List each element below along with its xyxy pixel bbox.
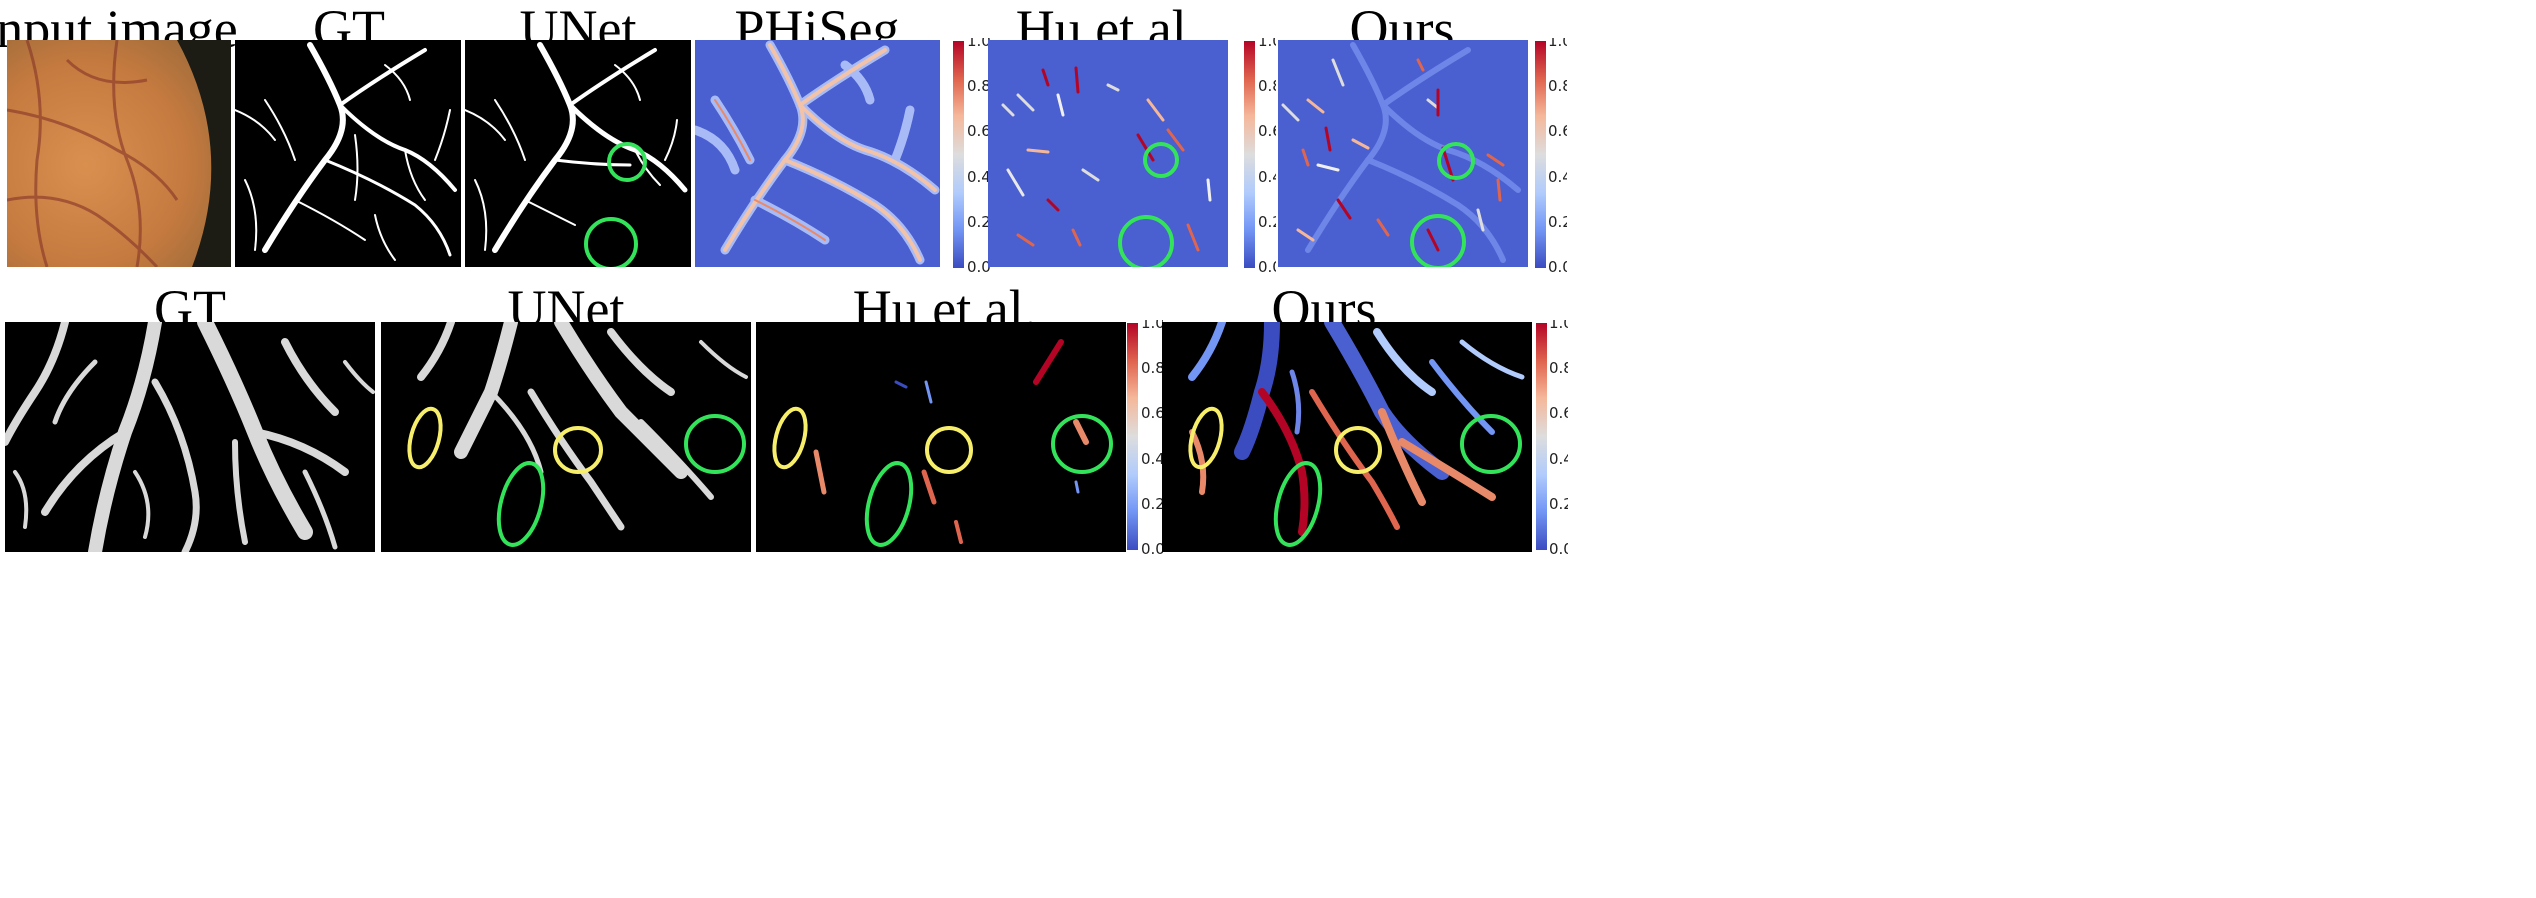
ours-error-map [1278,40,1528,267]
colorbar-tick: 0.4 [1548,168,1567,186]
colorbar-tick: 1.0 [1548,38,1567,50]
yellow-annotation-ellipse [1188,406,1224,470]
phiseg-uncertainty-map [695,40,940,267]
yellow-annotation-ellipse [772,406,808,470]
colorbar-tick: 0.4 [1141,450,1163,468]
colorbar-tick: 0.4 [967,168,991,186]
green-annotation-circle [607,142,647,182]
yellow-annotation-ellipse [407,406,443,470]
green-annotation-circle [1410,214,1466,267]
colorbar-tick: 0.8 [1549,359,1568,377]
yellow-annotation-ellipse [1334,426,1382,474]
colorbar-tick: 0.6 [1258,122,1276,140]
colorbar-hu-bottom: 1.0 0.8 0.6 0.4 0.2 0.0 [1119,314,1165,558]
green-annotation-circle [1437,142,1475,180]
gt-vessel-mask [235,40,461,267]
gt-airway-render [5,322,375,552]
colorbar-ours-top: 1.0 0.8 0.6 0.4 0.2 0.0 [1527,32,1572,276]
colorbar-tick: 1.0 [1141,320,1163,332]
colorbar-tick: 0.2 [1549,495,1568,513]
colorbar-tick: 0.4 [1258,168,1276,186]
unet-airway-render [381,322,751,552]
colorbar-tick: 0.4 [1549,450,1568,468]
green-annotation-ellipse [1273,461,1323,547]
green-annotation-ellipse [684,414,746,474]
hu-airway-render [756,322,1126,552]
colorbar-hu: 1.0 0.8 0.6 0.4 0.2 0.0 [1236,32,1282,276]
colorbar-phiseg: 1.0 0.8 0.6 0.4 0.2 0.0 [945,32,995,276]
colorbar-tick: 1.0 [1549,320,1568,332]
colorbar-tick: 0.6 [1548,122,1567,140]
colorbar-tick: 0.8 [1141,359,1163,377]
colorbar-tick: 0.0 [967,258,991,272]
colorbar-tick: 0.6 [967,122,991,140]
green-annotation-circle [1143,142,1179,178]
green-annotation-ellipse [1051,414,1113,474]
colorbar-tick: 0.2 [1141,495,1163,513]
green-annotation-ellipse [496,461,546,547]
colorbar-tick: 0.2 [1548,213,1567,231]
ours-airway-render [1162,322,1532,552]
colorbar-tick: 0.8 [1258,77,1276,95]
colorbar-tick: 0.8 [967,77,991,95]
green-annotation-ellipse [864,461,914,547]
colorbar-tick: 0.6 [1549,404,1568,422]
colorbar-tick: 0.0 [1548,258,1567,272]
colorbar-tick: 0.0 [1141,540,1163,554]
green-annotation-ellipse [1460,414,1522,474]
hu-error-map [988,40,1228,267]
yellow-annotation-ellipse [553,426,603,474]
colorbar-tick: 0.2 [967,213,991,231]
colorbar-tick: 0.2 [1258,213,1276,231]
green-annotation-circle [1118,215,1174,267]
yellow-annotation-ellipse [925,426,973,474]
colorbar-tick: 1.0 [1258,38,1276,50]
colorbar-tick: 0.0 [1549,540,1568,554]
green-annotation-circle [584,217,638,267]
fundus-input-image [7,40,231,267]
colorbar-ours-bottom: 1.0 0.8 0.6 0.4 0.2 0.0 [1528,314,1573,558]
colorbar-tick: 0.6 [1141,404,1163,422]
unet-vessel-mask [465,40,691,267]
colorbar-tick: 0.8 [1548,77,1567,95]
colorbar-tick: 0.0 [1258,258,1276,272]
